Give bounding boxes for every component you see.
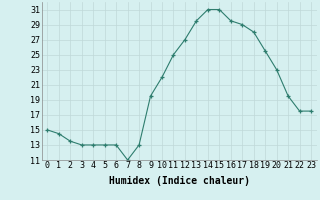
- X-axis label: Humidex (Indice chaleur): Humidex (Indice chaleur): [109, 176, 250, 186]
